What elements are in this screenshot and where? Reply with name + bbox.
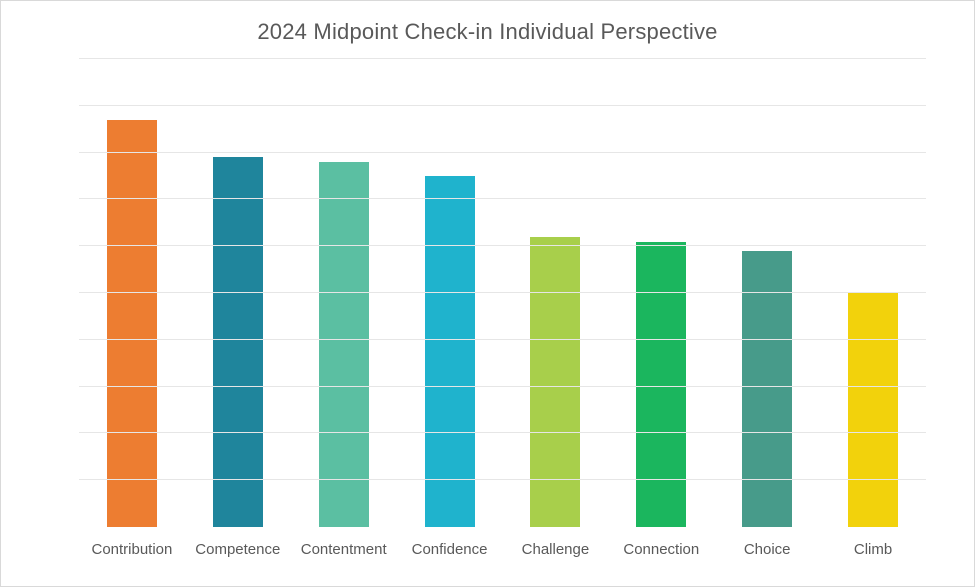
gridline <box>79 339 926 340</box>
bar <box>530 237 580 527</box>
x-axis-label: Contentment <box>291 541 397 558</box>
gridline <box>79 386 926 387</box>
gridline <box>79 198 926 199</box>
bar-slot <box>714 59 820 527</box>
x-axis-label: Competence <box>185 541 291 558</box>
x-axis-label: Challenge <box>503 541 609 558</box>
x-axis-label: Climb <box>820 541 926 558</box>
x-axis-label: Contribution <box>79 541 185 558</box>
bar <box>319 162 369 527</box>
bar <box>425 176 475 527</box>
gridline <box>79 292 926 293</box>
bar-slot <box>608 59 714 527</box>
plot-area <box>79 59 926 527</box>
bar-slot <box>503 59 609 527</box>
chart-title: 2024 Midpoint Check-in Individual Perspe… <box>21 19 954 45</box>
bar-slot <box>79 59 185 527</box>
bar-slot <box>185 59 291 527</box>
bar-slot <box>291 59 397 527</box>
bar-slot <box>397 59 503 527</box>
bar <box>107 120 157 527</box>
gridline <box>79 432 926 433</box>
bar-slot <box>820 59 926 527</box>
gridline <box>79 58 926 59</box>
chart-frame: 2024 Midpoint Check-in Individual Perspe… <box>0 0 975 587</box>
gridline <box>79 479 926 480</box>
bar <box>848 293 898 527</box>
bar <box>636 242 686 527</box>
x-axis-label: Connection <box>608 541 714 558</box>
bar <box>213 157 263 527</box>
x-axis-label: Confidence <box>397 541 503 558</box>
gridline <box>79 152 926 153</box>
gridline <box>79 105 926 106</box>
x-axis-label: Choice <box>714 541 820 558</box>
plot-wrap: ContributionCompetenceContentmentConfide… <box>21 59 954 566</box>
bars-container <box>79 59 926 527</box>
x-axis: ContributionCompetenceContentmentConfide… <box>79 527 926 566</box>
gridline <box>79 245 926 246</box>
